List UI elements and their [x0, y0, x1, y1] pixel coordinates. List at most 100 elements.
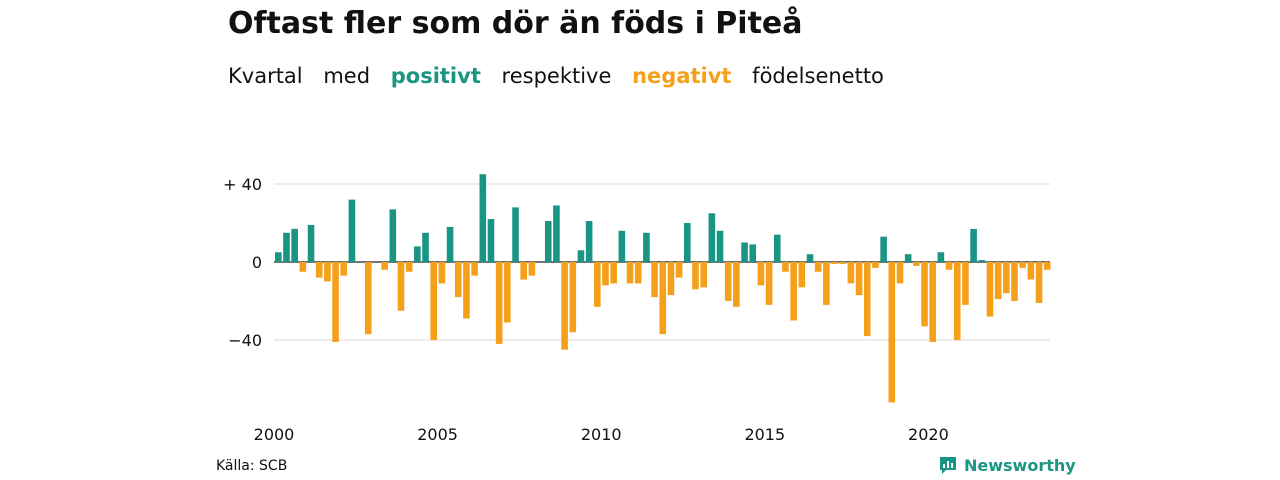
bar-negative	[634, 262, 642, 284]
subtitle-word-med: med	[323, 64, 371, 88]
bar-negative	[733, 262, 740, 307]
bar-negative	[1019, 262, 1026, 268]
x-tick-label: 2005	[417, 425, 458, 444]
bar-positive	[773, 234, 781, 262]
bar-positive	[512, 207, 519, 262]
bar-positive	[275, 252, 282, 262]
bar-positive	[741, 242, 748, 262]
brand-label: Newsworthy	[964, 455, 1076, 475]
bar-negative	[700, 262, 707, 288]
bar-negative	[651, 262, 658, 298]
newsworthy-logo-icon	[940, 457, 956, 474]
bar-negative	[692, 262, 699, 290]
bar-negative	[888, 262, 896, 403]
bar-negative	[790, 262, 797, 321]
bar-negative	[340, 262, 348, 276]
bar-negative	[626, 262, 634, 284]
bar-negative	[430, 262, 438, 340]
x-tick-label: 2010	[581, 425, 622, 444]
bar-positive	[716, 230, 724, 262]
bar-negative	[594, 262, 601, 307]
bar-negative	[324, 262, 331, 282]
subtitle-negative-label: negativt	[632, 64, 732, 88]
bar-positive	[585, 221, 593, 262]
y-axis-ticks: + 40 0 −40	[223, 175, 262, 350]
y-tick-label: 0	[252, 253, 262, 272]
subtitle-word-respektive: respektive	[501, 64, 612, 88]
bar-negative	[1011, 262, 1018, 301]
bar-negative	[315, 262, 323, 278]
bar-negative	[1043, 262, 1051, 270]
bar-negative	[994, 262, 1002, 300]
bar-negative	[1027, 262, 1035, 280]
bar-negative	[823, 262, 830, 305]
bar-negative	[953, 262, 961, 340]
x-tick-label: 2020	[908, 425, 949, 444]
bar-negative	[896, 262, 904, 284]
bar-positive	[880, 236, 887, 262]
bar-negative	[855, 262, 863, 296]
bar-negative	[528, 262, 536, 276]
bar-negative	[847, 262, 855, 284]
chart-title: Oftast fler som dör än föds i Piteå	[228, 6, 803, 41]
bar-negative	[945, 262, 953, 270]
bar-positive	[684, 223, 691, 262]
chart-subtitle: Kvartal med positivt respektive negativt…	[228, 64, 898, 88]
y-tick-label: + 40	[223, 175, 262, 194]
bar-negative	[962, 262, 969, 305]
bar-negative	[724, 262, 732, 301]
bar-positive	[307, 224, 315, 262]
bar-negative	[872, 262, 879, 268]
bar-negative	[454, 262, 462, 298]
bar-positive	[749, 244, 757, 262]
bar-positive	[978, 260, 986, 262]
bar-positive	[937, 252, 945, 262]
bar-positive	[283, 232, 290, 262]
bar-negative	[782, 262, 789, 272]
bar-negative	[405, 262, 413, 272]
bar-positive	[806, 254, 814, 262]
x-axis-ticks: 2000 2005 2010 2015 2020	[254, 425, 949, 444]
newsworthy-brand: Newsworthy	[938, 455, 1076, 475]
bar-negative	[364, 262, 372, 335]
bar-negative	[438, 262, 446, 284]
bar-positive	[904, 254, 912, 262]
bar-negative	[463, 262, 470, 319]
bar-negative	[675, 262, 683, 278]
bar-positive	[553, 205, 560, 262]
y-tick-label: −40	[228, 331, 262, 350]
bar-positive	[970, 228, 977, 262]
bar-negative	[495, 262, 503, 344]
bar-negative	[667, 262, 675, 296]
bar-negative	[814, 262, 822, 272]
bar-negative	[397, 262, 405, 311]
bar-negative	[381, 262, 388, 270]
bar-negative	[299, 262, 307, 272]
bar-negative	[839, 262, 847, 264]
bar-positive	[446, 226, 454, 262]
bar-negative	[798, 262, 806, 288]
subtitle-positive-label: positivt	[390, 64, 481, 88]
bar-negative	[1003, 262, 1010, 294]
bar-positive	[618, 230, 626, 262]
bar-negative	[332, 262, 339, 342]
bar-negative	[921, 262, 928, 327]
bar-negative	[1035, 262, 1043, 303]
x-tick-label: 2015	[744, 425, 785, 444]
bar-negative	[929, 262, 936, 342]
subtitle-word-kvartal: Kvartal	[228, 64, 303, 88]
bar-positive	[414, 246, 421, 262]
bar-negative	[520, 262, 527, 280]
bar-positive	[577, 250, 585, 262]
bar-negative	[863, 262, 871, 337]
bar-positive	[348, 199, 356, 262]
bar-negative	[986, 262, 994, 317]
bar-negative	[757, 262, 765, 286]
bar-positive	[544, 221, 552, 262]
bars	[275, 174, 1051, 403]
bar-negative	[765, 262, 773, 305]
bar-negative	[504, 262, 511, 323]
bar-negative	[659, 262, 667, 335]
bar-positive	[643, 232, 650, 262]
